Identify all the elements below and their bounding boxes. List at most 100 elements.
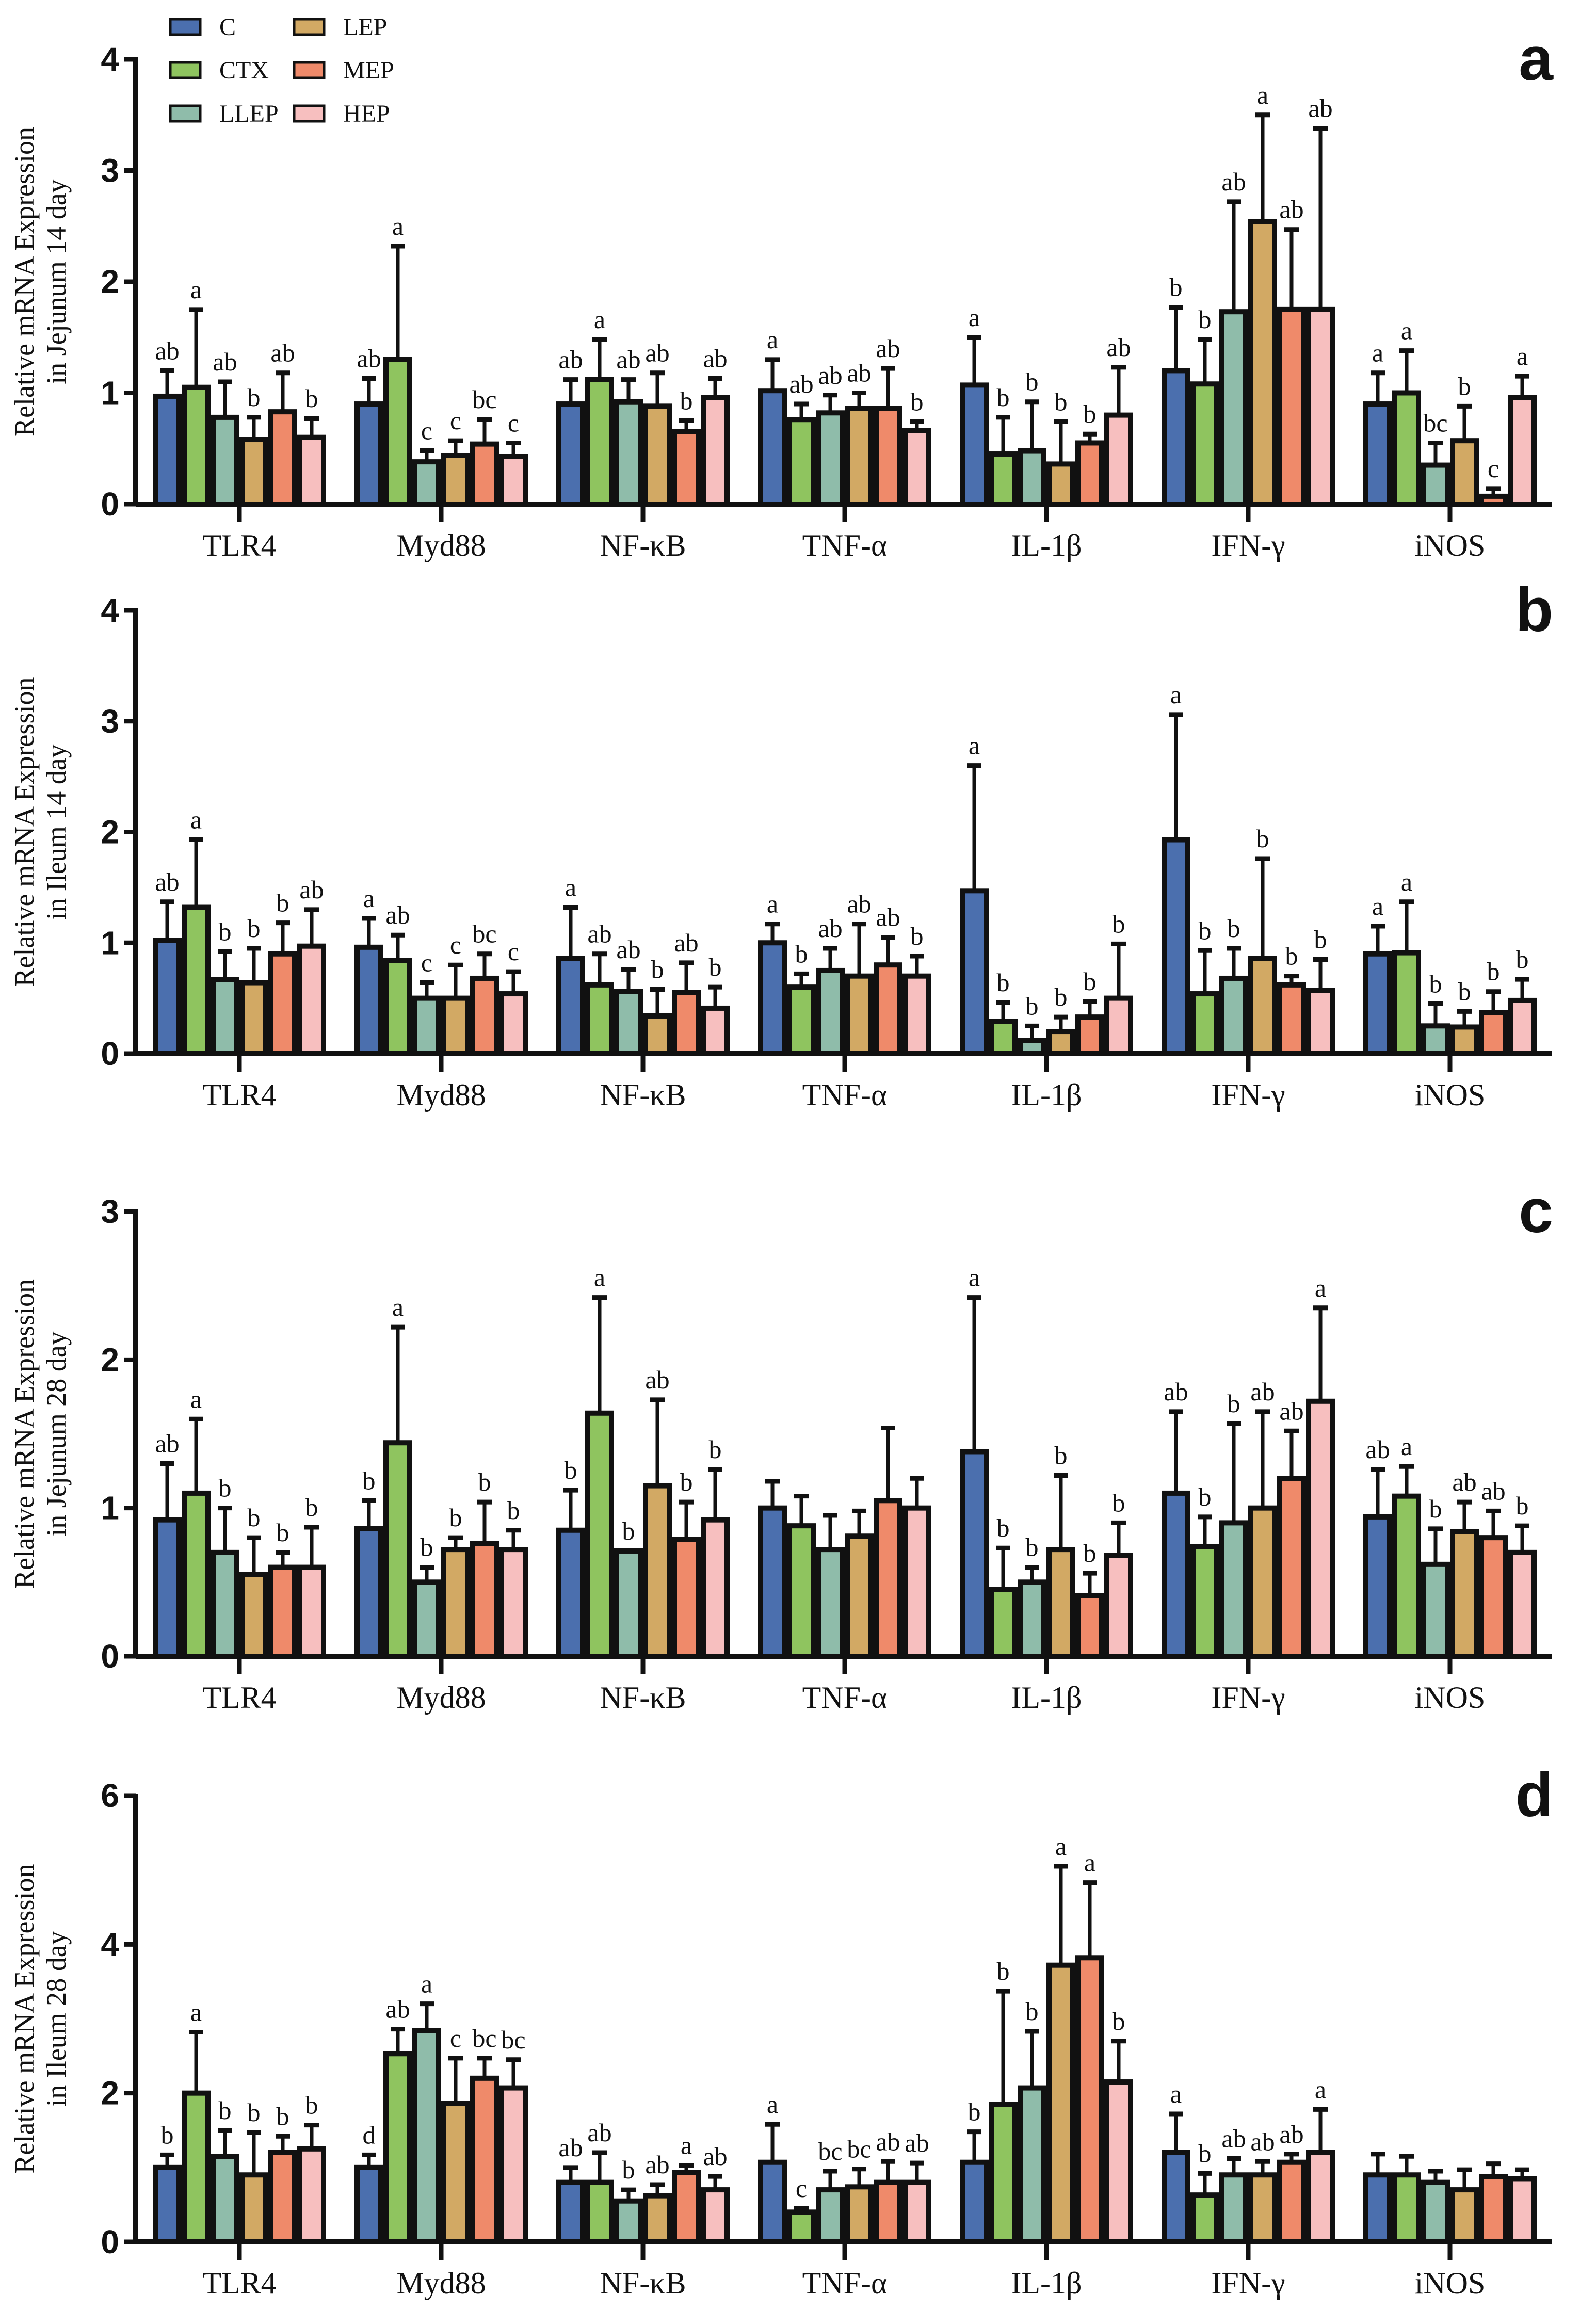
bar-hep: [1306, 306, 1335, 507]
bar-ctx: [585, 982, 614, 1056]
significance-letter: b: [911, 922, 924, 950]
significance-letter: c: [421, 416, 432, 445]
y-axis-label: Relative mRNA Expression: [9, 127, 40, 437]
significance-letter: a: [1084, 1848, 1095, 1877]
bar-c: [153, 2164, 182, 2245]
bar-hep: [1306, 988, 1335, 1057]
bar-lep: [239, 980, 268, 1057]
significance-letter: b: [1113, 2007, 1125, 2036]
significance-letter: a: [1517, 342, 1528, 370]
significance-letter: ab: [876, 334, 900, 363]
bar-ctx: [182, 1490, 211, 1659]
category-label: TLR4: [202, 1681, 276, 1715]
significance-letter: a: [969, 1263, 980, 1292]
bar-llep: [412, 459, 441, 507]
y-tick-label: 4: [101, 592, 119, 629]
significance-letter: b: [1516, 945, 1529, 974]
bar-mep: [268, 951, 297, 1056]
bar-mep: [1277, 306, 1306, 507]
category-label: IL-1β: [1011, 1681, 1082, 1715]
bar-llep: [1219, 309, 1248, 507]
bar-mep: [470, 441, 499, 507]
significance-letter: ab: [616, 345, 640, 374]
bar-llep: [614, 2198, 643, 2245]
panel-label: c: [1519, 1176, 1553, 1246]
bar-llep: [614, 399, 643, 507]
significance-letter: c: [508, 408, 519, 437]
significance-letter: ab: [645, 338, 669, 367]
bar-mep: [1479, 2174, 1508, 2244]
bar-ctx: [1392, 390, 1421, 507]
significance-letter: ab: [1250, 1377, 1275, 1406]
bar-hep: [1508, 997, 1537, 1057]
bar-ctx: [182, 2090, 211, 2245]
bar-hep: [1508, 1549, 1537, 1659]
y-tick-label: 2: [101, 1341, 119, 1378]
bar-lep: [441, 2101, 470, 2245]
significance-letter: bc: [1423, 408, 1447, 437]
bar-lep: [845, 973, 874, 1057]
significance-letter: ab: [155, 1429, 179, 1458]
legend-label: LLEP: [219, 100, 279, 127]
bar-ctx: [585, 377, 614, 507]
bar-llep: [614, 989, 643, 1056]
significance-letter: b: [1026, 367, 1039, 396]
bar-hep: [499, 2085, 528, 2244]
significance-letter: a: [1170, 680, 1182, 709]
significance-letter: ab: [357, 344, 381, 373]
bar-mep: [470, 2075, 499, 2244]
significance-letter: ab: [1481, 1476, 1505, 1505]
significance-letter: b: [1113, 909, 1125, 938]
panel-a: 0 1 2 3 4 Relative mRNA Expression in Jejunum …: [9, 24, 1554, 562]
category-label: TLR4: [202, 528, 276, 562]
significance-letter: b: [1055, 1441, 1068, 1469]
bar-c: [153, 1517, 182, 1659]
significance-letter: a: [681, 2131, 692, 2160]
significance-letter: b: [709, 1435, 722, 1464]
significance-letter: ab: [674, 928, 698, 957]
y-axis-label: in Ileum 14 day: [41, 744, 72, 919]
significance-letter: b: [219, 2096, 232, 2125]
bar-c: [960, 1449, 989, 1659]
bar-ctx: [787, 2209, 816, 2245]
legend: C CTX LLEP LEP MEP HEP: [169, 13, 394, 127]
legend-swatch-c: [169, 18, 202, 36]
bar-mep: [1277, 982, 1306, 1056]
significance-letter: b: [709, 952, 722, 981]
significance-letter: bc: [472, 2024, 496, 2053]
category-label: IFN-γ: [1211, 2266, 1285, 2300]
significance-letter: b: [1256, 824, 1269, 853]
panel-d: 0 2 4 6 Relative mRNA Expression in Ileum 28 …: [9, 1760, 1553, 2300]
bar-c: [1363, 401, 1392, 507]
significance-letter: c: [450, 930, 461, 959]
significance-letter: bc: [501, 2025, 525, 2054]
significance-letter: a: [1257, 80, 1268, 109]
category-label: iNOS: [1415, 1078, 1486, 1112]
significance-letter: b: [622, 2155, 635, 2184]
bar-hep: [902, 973, 931, 1057]
legend-label: MEP: [343, 57, 394, 84]
bar-c: [960, 2159, 989, 2245]
significance-letter: b: [622, 1516, 635, 1545]
bar-mep: [672, 2170, 701, 2244]
category-label: TNF-α: [802, 1078, 888, 1112]
significance-letter: b: [305, 1493, 318, 1522]
bar-c: [1363, 1514, 1392, 1659]
significance-letter: b: [305, 384, 318, 413]
significance-letter: ab: [587, 2118, 611, 2147]
bar-lep: [845, 2184, 874, 2245]
bar-hep: [499, 454, 528, 507]
bar-mep: [470, 975, 499, 1056]
significance-letter: a: [363, 884, 375, 913]
significance-letter: b: [1055, 387, 1068, 416]
significance-letter: b: [968, 2097, 981, 2126]
category-label: TLR4: [202, 2266, 276, 2300]
significance-letter: b: [1285, 942, 1298, 971]
y-tick-label: 0: [101, 1035, 119, 1072]
significance-letter: b: [911, 387, 924, 416]
bar-llep: [211, 2154, 239, 2245]
y-tick-label: 1: [101, 375, 119, 412]
bar-hep: [902, 428, 931, 507]
bar-ctx: [182, 904, 211, 1057]
bar-lep: [239, 437, 268, 507]
